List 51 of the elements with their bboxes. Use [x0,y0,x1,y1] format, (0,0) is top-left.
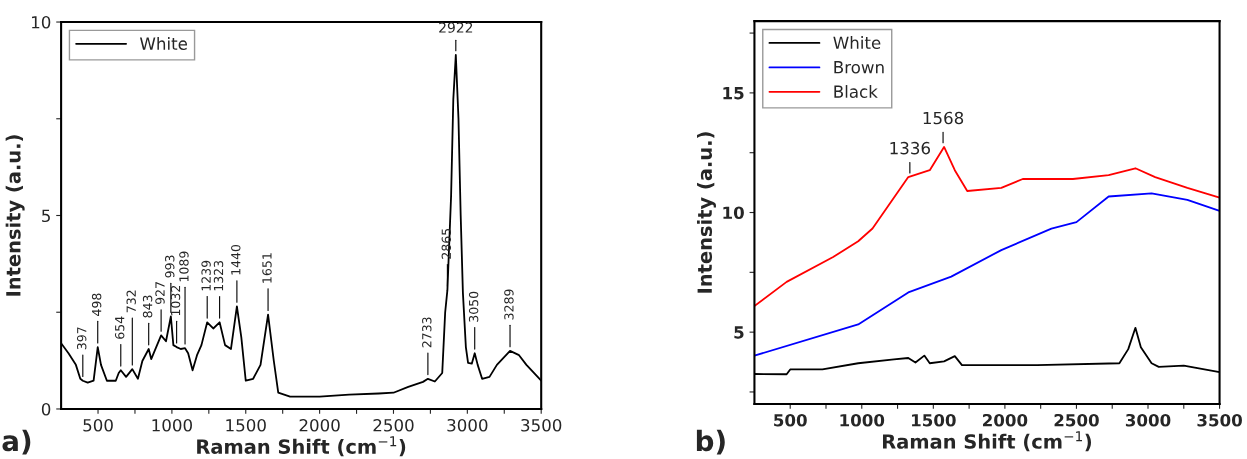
annotation: 1336 [890,141,931,155]
annotation: 1032 [170,285,181,316]
x-tick-label: 3000 [1125,413,1171,427]
annotation: 3289 [504,289,514,320]
x-tick-label: 2500 [1054,413,1099,427]
annotation: 732 [126,290,136,313]
annotation: 1089 [179,251,189,282]
x-tick-label: 500 [83,418,113,432]
legend-label: White [139,37,188,50]
x-tick-label: 1500 [226,418,266,432]
annotation: 1651 [262,253,272,283]
annotation: 654 [114,316,125,339]
x-tick-label: 3500 [521,418,562,432]
y-tick-label: 5 [42,209,50,223]
annotation: 498 [91,293,102,316]
x-axis-title: Raman Shift (cm$^{−1}$) [883,431,1092,452]
annotation: 2922 [439,22,473,33]
legend-label: Black [834,85,878,98]
x-tick-label: 500 [774,413,807,427]
y-tick-label: 10 [723,206,744,220]
y-tick-label: 15 [723,87,744,100]
annotation: 3050 [468,291,479,322]
legend-label: Brown [834,61,884,74]
text: b) [696,429,725,455]
x-axis-title: Raman Shift (cm$^{−1}$) [197,436,406,457]
x-tick-label: 2000 [299,418,340,432]
annotation: 843 [142,295,153,318]
x-tick-label: 3000 [447,418,488,432]
annotation: 397 [76,327,87,350]
x-tick-label: 1500 [912,413,956,427]
annotation: 1440 [231,244,241,275]
annotation: 1323 [213,260,224,291]
annotation: 2865 [441,228,452,259]
x-tick-label: 2500 [373,418,414,432]
annotation: 1239 [201,260,211,291]
x-tick-label: 1000 [840,413,885,427]
y-axis-title: Intensity (a.u.) [696,132,716,293]
y-tick-label: 10 [32,15,51,29]
y-tick-label: 0 [41,402,51,416]
y-axis-title: Intensity (a.u.) [5,135,25,296]
annotation: 2733 [422,317,432,348]
text: a) [2,429,31,455]
annotation: 1568 [923,111,964,125]
annotation: 993 [165,255,175,278]
annotation: 927 [155,282,165,305]
x-tick-label: 3500 [1197,413,1242,427]
line-series [754,192,1220,357]
y-tick-label: 5 [734,326,744,339]
x-tick-label: 2000 [983,413,1028,427]
legend-label: White [833,36,881,50]
x-tick-label: 1000 [152,418,192,432]
